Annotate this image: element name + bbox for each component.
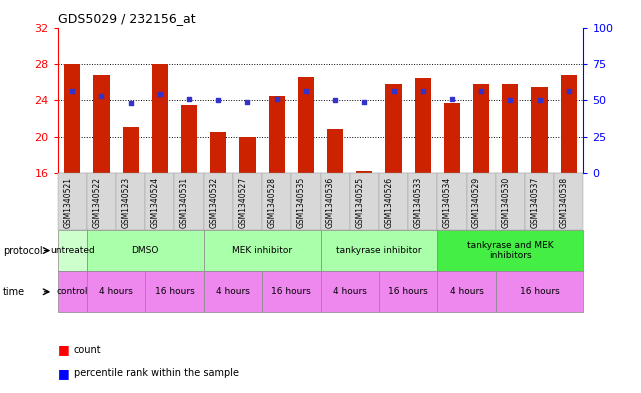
Text: GDS5029 / 232156_at: GDS5029 / 232156_at: [58, 12, 196, 25]
Point: [563, 88, 574, 95]
Bar: [415, 79, 431, 173]
Text: GSM1340537: GSM1340537: [531, 177, 540, 228]
Bar: [122, 127, 138, 173]
Text: 4 hours: 4 hours: [216, 287, 250, 296]
Point: [388, 88, 399, 95]
Bar: [94, 75, 110, 173]
Text: MEK inhibitor: MEK inhibitor: [232, 246, 292, 255]
Text: GSM1340521: GSM1340521: [63, 177, 72, 228]
Bar: [210, 132, 226, 173]
Text: 4 hours: 4 hours: [333, 287, 367, 296]
Text: 16 hours: 16 hours: [154, 287, 194, 296]
Bar: [298, 77, 314, 173]
Text: GSM1340530: GSM1340530: [501, 177, 510, 228]
Bar: [561, 75, 577, 173]
Point: [213, 97, 224, 103]
Text: untreated: untreated: [50, 246, 95, 255]
Text: 16 hours: 16 hours: [520, 287, 560, 296]
Text: 16 hours: 16 hours: [271, 287, 311, 296]
Bar: [356, 171, 372, 173]
Point: [67, 88, 78, 95]
Text: 4 hours: 4 hours: [449, 287, 483, 296]
Bar: [240, 138, 256, 173]
Bar: [327, 129, 343, 173]
Point: [154, 91, 165, 97]
Text: GSM1340534: GSM1340534: [443, 177, 452, 228]
Text: ■: ■: [58, 343, 69, 356]
Bar: [503, 84, 519, 173]
Point: [126, 100, 136, 106]
Text: GSM1340538: GSM1340538: [560, 177, 569, 228]
Text: GSM1340535: GSM1340535: [297, 177, 306, 228]
Bar: [385, 84, 401, 173]
Point: [272, 95, 282, 102]
Text: count: count: [74, 345, 101, 355]
Bar: [152, 64, 168, 173]
Bar: [64, 64, 80, 173]
Text: GSM1340523: GSM1340523: [122, 177, 131, 228]
Text: GSM1340522: GSM1340522: [92, 177, 101, 228]
Text: protocol: protocol: [3, 246, 43, 255]
Text: GSM1340524: GSM1340524: [151, 177, 160, 228]
Text: GSM1340525: GSM1340525: [355, 177, 364, 228]
Point: [242, 99, 253, 105]
Text: DMSO: DMSO: [131, 246, 159, 255]
Text: ■: ■: [58, 367, 69, 380]
Text: GSM1340532: GSM1340532: [210, 177, 219, 228]
Point: [476, 88, 487, 95]
Bar: [531, 86, 547, 173]
Point: [184, 95, 194, 102]
Text: control: control: [56, 287, 88, 296]
Point: [330, 97, 340, 103]
Text: GSM1340529: GSM1340529: [472, 177, 481, 228]
Text: tankyrase inhibitor: tankyrase inhibitor: [336, 246, 422, 255]
Text: GSM1340528: GSM1340528: [268, 177, 277, 228]
Text: 4 hours: 4 hours: [99, 287, 133, 296]
Text: GSM1340533: GSM1340533: [413, 177, 422, 228]
Text: GSM1340527: GSM1340527: [238, 177, 247, 228]
Text: GSM1340526: GSM1340526: [385, 177, 394, 228]
Bar: [269, 95, 285, 173]
Bar: [473, 84, 489, 173]
Text: time: time: [3, 287, 26, 297]
Bar: [181, 105, 197, 173]
Point: [535, 97, 545, 103]
Text: tankyrase and MEK
inhibitors: tankyrase and MEK inhibitors: [467, 241, 554, 260]
Point: [359, 99, 369, 105]
Bar: [444, 103, 460, 173]
Point: [417, 88, 428, 95]
Text: percentile rank within the sample: percentile rank within the sample: [74, 368, 238, 378]
Point: [447, 95, 457, 102]
Text: GSM1340536: GSM1340536: [326, 177, 335, 228]
Text: GSM1340531: GSM1340531: [180, 177, 189, 228]
Point: [505, 97, 515, 103]
Point: [96, 93, 106, 99]
Text: 16 hours: 16 hours: [388, 287, 428, 296]
Point: [301, 88, 311, 95]
